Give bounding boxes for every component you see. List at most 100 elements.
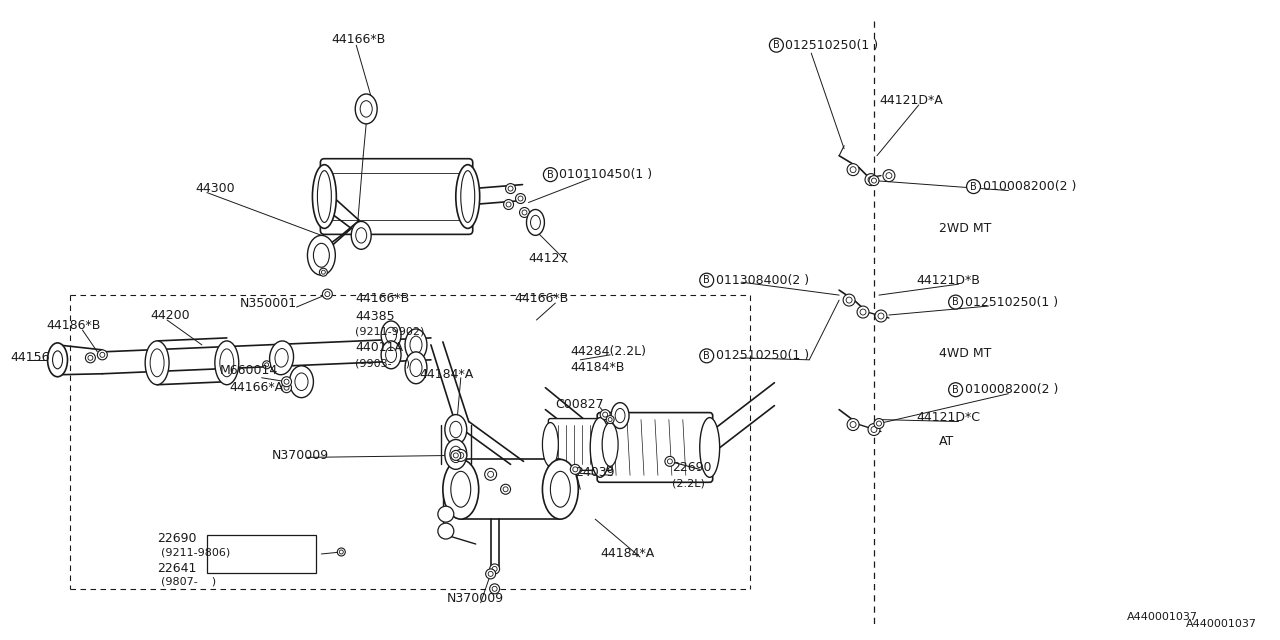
Circle shape bbox=[492, 586, 497, 591]
Ellipse shape bbox=[438, 506, 454, 522]
Circle shape bbox=[872, 178, 877, 183]
Text: 44166*B: 44166*B bbox=[515, 292, 568, 305]
Text: 44186*B: 44186*B bbox=[46, 319, 101, 332]
Text: 44121D*B: 44121D*B bbox=[916, 274, 980, 287]
Ellipse shape bbox=[150, 349, 164, 377]
Circle shape bbox=[492, 566, 497, 572]
Circle shape bbox=[488, 572, 493, 577]
Ellipse shape bbox=[410, 336, 422, 354]
Ellipse shape bbox=[449, 421, 462, 438]
Circle shape bbox=[503, 200, 513, 209]
Circle shape bbox=[506, 184, 516, 193]
Circle shape bbox=[700, 273, 714, 287]
Circle shape bbox=[868, 424, 879, 435]
Ellipse shape bbox=[451, 471, 471, 507]
Circle shape bbox=[516, 193, 526, 204]
Ellipse shape bbox=[590, 417, 611, 477]
Ellipse shape bbox=[215, 341, 239, 385]
Circle shape bbox=[284, 385, 289, 390]
Circle shape bbox=[485, 468, 497, 480]
Circle shape bbox=[451, 451, 461, 460]
Ellipse shape bbox=[52, 351, 63, 369]
Circle shape bbox=[850, 422, 856, 428]
Circle shape bbox=[870, 426, 877, 433]
Ellipse shape bbox=[443, 460, 479, 519]
Text: 44184*A: 44184*A bbox=[419, 368, 474, 381]
Text: 010008200(2 ): 010008200(2 ) bbox=[965, 383, 1059, 396]
Ellipse shape bbox=[616, 408, 625, 422]
Ellipse shape bbox=[47, 343, 68, 377]
Text: 22690: 22690 bbox=[672, 461, 712, 474]
Circle shape bbox=[500, 484, 511, 494]
Circle shape bbox=[544, 168, 557, 182]
Ellipse shape bbox=[410, 359, 422, 376]
Ellipse shape bbox=[270, 341, 293, 375]
Text: B: B bbox=[952, 297, 959, 307]
FancyBboxPatch shape bbox=[598, 413, 713, 483]
Ellipse shape bbox=[404, 352, 428, 384]
Circle shape bbox=[878, 313, 884, 319]
Ellipse shape bbox=[220, 349, 234, 377]
FancyBboxPatch shape bbox=[548, 419, 612, 470]
Circle shape bbox=[877, 421, 882, 426]
Ellipse shape bbox=[351, 221, 371, 250]
Circle shape bbox=[846, 297, 852, 303]
Circle shape bbox=[518, 196, 524, 201]
Text: B: B bbox=[970, 182, 977, 191]
Text: A440001037: A440001037 bbox=[1187, 619, 1257, 628]
Circle shape bbox=[453, 453, 458, 458]
Text: (9211-9806): (9211-9806) bbox=[161, 547, 230, 557]
Ellipse shape bbox=[275, 349, 288, 367]
Circle shape bbox=[769, 38, 783, 52]
Circle shape bbox=[667, 459, 672, 464]
Circle shape bbox=[865, 173, 877, 186]
Ellipse shape bbox=[611, 403, 628, 429]
Circle shape bbox=[86, 353, 96, 363]
Ellipse shape bbox=[307, 236, 335, 275]
Ellipse shape bbox=[461, 171, 475, 223]
Text: 010110450(1 ): 010110450(1 ) bbox=[559, 168, 653, 181]
Ellipse shape bbox=[449, 446, 462, 463]
Text: 012510250(1 ): 012510250(1 ) bbox=[786, 38, 878, 52]
Text: 44184*A: 44184*A bbox=[600, 547, 654, 561]
Circle shape bbox=[700, 349, 714, 363]
Ellipse shape bbox=[289, 366, 314, 397]
Ellipse shape bbox=[145, 341, 169, 385]
Ellipse shape bbox=[312, 164, 337, 228]
Text: B: B bbox=[703, 351, 710, 361]
Text: 44121D*A: 44121D*A bbox=[879, 95, 942, 108]
Circle shape bbox=[603, 412, 608, 417]
Text: (9807-    ): (9807- ) bbox=[161, 577, 216, 587]
Text: 44300: 44300 bbox=[195, 182, 234, 195]
Text: A440001037: A440001037 bbox=[1126, 612, 1198, 621]
Circle shape bbox=[948, 383, 963, 397]
Circle shape bbox=[522, 210, 527, 215]
Circle shape bbox=[454, 449, 467, 461]
Text: 44385: 44385 bbox=[356, 310, 394, 323]
Circle shape bbox=[847, 419, 859, 431]
Circle shape bbox=[320, 268, 328, 276]
Circle shape bbox=[100, 353, 105, 357]
Ellipse shape bbox=[445, 440, 467, 469]
Circle shape bbox=[948, 295, 963, 309]
Ellipse shape bbox=[550, 471, 571, 507]
Circle shape bbox=[886, 173, 892, 179]
Text: N370009: N370009 bbox=[447, 592, 504, 605]
Text: 012510250(1 ): 012510250(1 ) bbox=[716, 349, 809, 362]
Text: (9903-    ): (9903- ) bbox=[356, 359, 411, 369]
Circle shape bbox=[503, 487, 508, 492]
Circle shape bbox=[265, 363, 269, 367]
Text: 2WD MT: 2WD MT bbox=[938, 222, 991, 235]
Circle shape bbox=[488, 471, 494, 477]
Circle shape bbox=[858, 306, 869, 318]
Circle shape bbox=[88, 355, 93, 360]
Text: AT: AT bbox=[938, 435, 954, 448]
Ellipse shape bbox=[456, 164, 480, 228]
Text: 44284(2.2L): 44284(2.2L) bbox=[571, 346, 646, 358]
Circle shape bbox=[608, 417, 612, 422]
Circle shape bbox=[874, 419, 884, 429]
Text: 44011A: 44011A bbox=[356, 341, 403, 355]
Circle shape bbox=[282, 377, 292, 387]
Circle shape bbox=[485, 569, 495, 579]
Circle shape bbox=[321, 270, 325, 274]
